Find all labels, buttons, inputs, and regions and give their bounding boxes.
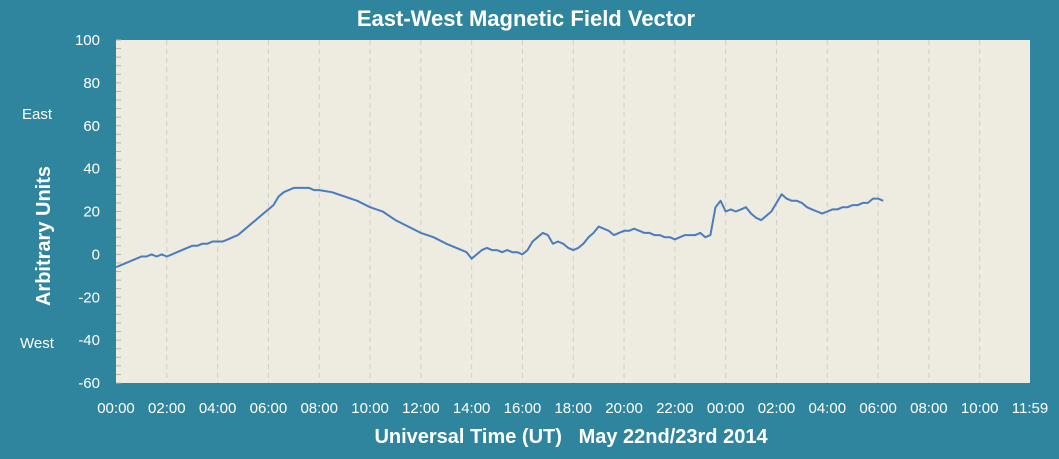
y-tick-label: 100 — [75, 32, 100, 49]
x-tick-label: 20:00 — [605, 400, 643, 417]
x-tick-label: 12:00 — [402, 400, 440, 417]
y-tick-label: 0 — [92, 246, 100, 263]
x-axis-title: Universal Time (UT) May 22nd/23rd 2014 — [374, 426, 768, 448]
x-tick-labels: 00:00 02:00 04:00 06:00 08:00 10:00 12:00 14:00… — [97, 400, 1048, 417]
x-tick-label: 00:00 — [97, 400, 135, 417]
x-tick-label: 08:00 — [910, 400, 948, 417]
x-tick-label: 16:00 — [504, 400, 542, 417]
y-tick-label: 40 — [83, 161, 100, 178]
east-label: East — [22, 106, 53, 123]
west-label: West — [20, 335, 55, 352]
y-tick-label: -20 — [78, 289, 100, 306]
x-tick-label: 08:00 — [300, 400, 338, 417]
y-axis-title: Arbitrary Units — [33, 166, 55, 306]
x-tick-label: 11:59 — [1012, 400, 1048, 417]
x-tick-label: 00:00 — [707, 400, 745, 417]
x-tick-label: 02:00 — [148, 400, 186, 417]
x-tick-label: 18:00 — [554, 400, 592, 417]
x-tick-label: 04:00 — [199, 400, 237, 417]
x-tick-label: 02:00 — [758, 400, 796, 417]
x-grid — [166, 40, 981, 383]
x-tick-label: 14:00 — [453, 400, 491, 417]
x-tick-label: 10:00 — [351, 400, 389, 417]
x-tick-label: 06:00 — [859, 400, 897, 417]
y-tick-label: 80 — [83, 75, 100, 92]
y-tick-labels: 100 80 60 40 20 0 -20 -40 -60 — [75, 32, 100, 392]
x-tick-label: 04:00 — [809, 400, 847, 417]
y-tick-label: -40 — [78, 332, 100, 349]
chart-title: East-West Magnetic Field Vector — [357, 6, 696, 31]
x-tick-label: 06:00 — [250, 400, 288, 417]
y-tick-label: -60 — [78, 375, 100, 392]
x-tick-label: 10:00 — [961, 400, 999, 417]
y-tick-label: 20 — [83, 204, 100, 221]
series-line — [115, 186, 884, 269]
y-tick-label: 60 — [83, 118, 100, 135]
y-minor-ticks — [116, 39, 121, 384]
x-tick-label: 22:00 — [656, 400, 694, 417]
